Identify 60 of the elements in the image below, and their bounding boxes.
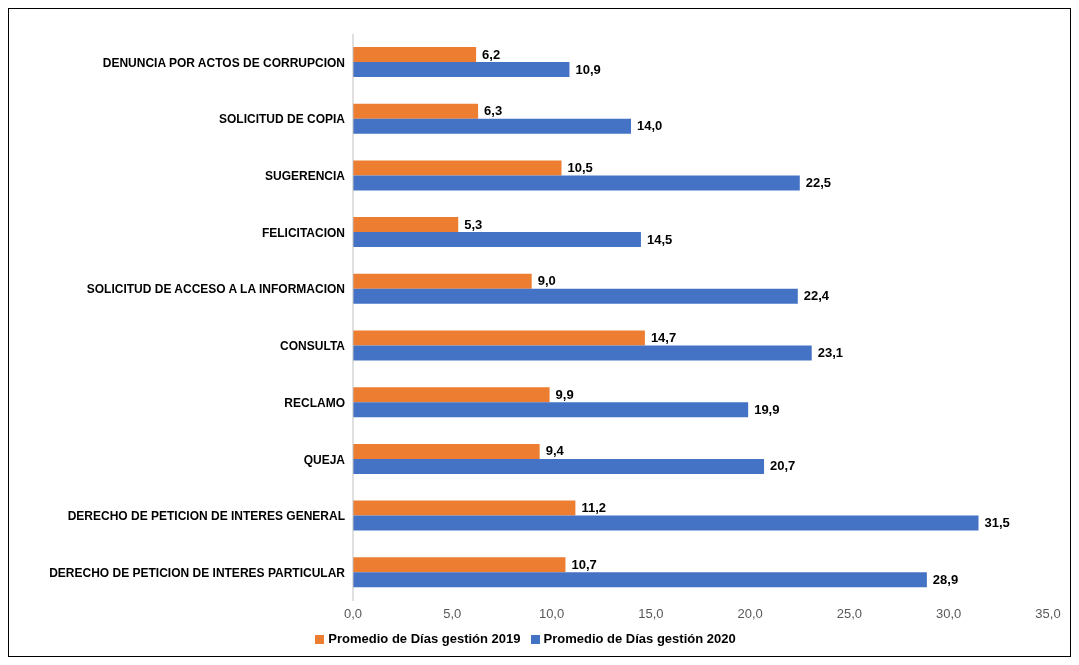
y-tick-label: CONSULTA xyxy=(280,339,346,354)
data-label: 31,5 xyxy=(984,515,1010,531)
bar xyxy=(353,387,550,403)
bar xyxy=(353,175,800,191)
data-label: 19,9 xyxy=(754,401,780,417)
bar xyxy=(353,217,459,233)
bar xyxy=(353,103,479,119)
y-tick-label: DERECHO DE PETICION DE INTERES GENERAL xyxy=(67,509,345,524)
x-tick-label: 15,0 xyxy=(638,606,664,622)
data-label: 9,9 xyxy=(555,386,574,402)
y-tick-label: DENUNCIA POR ACTOS DE CORRUPCION xyxy=(102,55,345,70)
bar xyxy=(353,118,631,134)
y-tick-label: RECLAMO xyxy=(284,395,345,410)
bar xyxy=(353,47,477,62)
bar xyxy=(353,572,927,588)
data-label: 10,7 xyxy=(571,556,597,572)
data-label: 10,9 xyxy=(575,61,601,77)
data-label: 6,2 xyxy=(482,46,501,62)
y-tick-label: DERECHO DE PETICION DE INTERES PARTICULAR xyxy=(49,565,346,580)
x-tick-label: 25,0 xyxy=(836,606,863,622)
data-label: 14,5 xyxy=(646,231,673,247)
bar xyxy=(353,288,798,304)
bar xyxy=(353,500,576,516)
bar xyxy=(353,62,570,77)
x-tick-label: 5,0 xyxy=(443,606,462,622)
bar xyxy=(353,443,540,459)
bar xyxy=(353,160,562,176)
bar xyxy=(353,330,645,346)
bar xyxy=(353,515,979,531)
data-label: 22,5 xyxy=(805,174,832,190)
x-tick-label: 0,0 xyxy=(343,606,363,622)
x-tick-label: 35,0 xyxy=(1035,606,1061,622)
data-label: 22,4 xyxy=(803,288,830,304)
y-tick-label: FELICITACION xyxy=(261,225,345,240)
data-label: 14,7 xyxy=(650,330,677,345)
data-label: 6,3 xyxy=(484,103,503,119)
data-label: 10,5 xyxy=(567,159,593,175)
data-label: 14,0 xyxy=(637,118,663,134)
bar xyxy=(353,557,566,573)
data-label: 20,7 xyxy=(770,458,796,474)
bar xyxy=(353,345,812,361)
y-tick-label: SUGERENCIA xyxy=(264,169,346,184)
bar xyxy=(353,232,641,248)
x-tick-label: 20,0 xyxy=(737,606,763,622)
data-label: 9,4 xyxy=(545,443,565,459)
legend-label: Promedio de Días gestión 2020 xyxy=(543,631,736,646)
y-tick-label: QUEJA xyxy=(303,452,346,467)
data-label: 5,3 xyxy=(464,216,483,232)
x-tick-label: 30,0 xyxy=(936,606,962,622)
bar xyxy=(353,458,765,474)
y-tick-label: SOLICITUD DE ACCESO A LA INFORMACION xyxy=(86,282,345,297)
data-label: 9,0 xyxy=(537,273,556,289)
x-tick-label: 10,0 xyxy=(538,606,565,622)
bar xyxy=(353,273,532,289)
data-label: 28,9 xyxy=(932,571,959,587)
data-label: 23,1 xyxy=(817,345,844,360)
data-label: 11,2 xyxy=(581,500,606,516)
legend-label: Promedio de Días gestión 2019 xyxy=(328,631,521,646)
bar xyxy=(353,402,749,418)
y-tick-label: SOLICITUD DE COPIA xyxy=(218,112,346,127)
